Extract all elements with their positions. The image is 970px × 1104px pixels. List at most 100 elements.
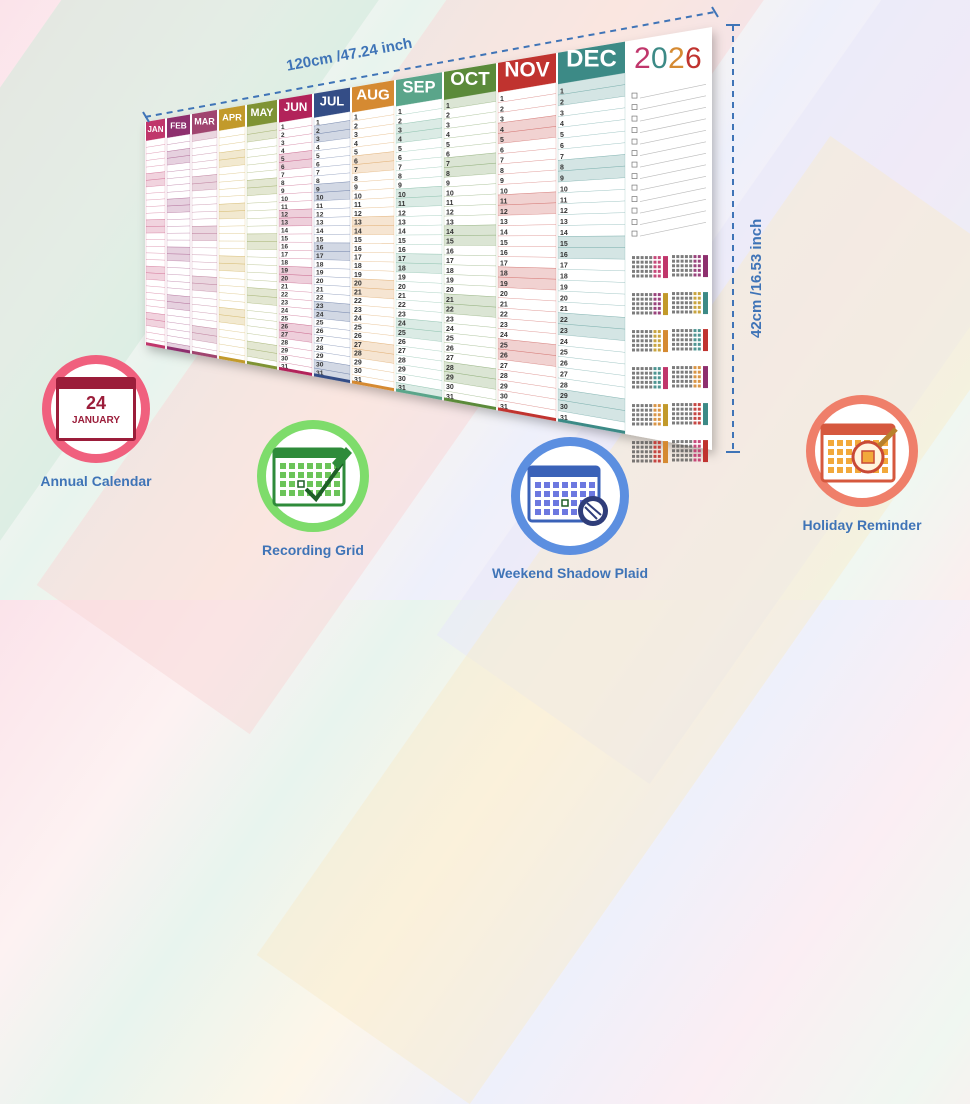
day-number: 18 <box>560 274 568 281</box>
day-number: 20 <box>500 291 508 298</box>
checkbox <box>631 173 638 179</box>
feature-ring: 24 JANUARY <box>42 355 150 463</box>
day-row <box>557 154 626 172</box>
checkbox <box>631 161 638 168</box>
day-number: 8 <box>446 171 450 178</box>
year-digit: 2 <box>668 42 685 75</box>
day-number: 16 <box>446 248 454 255</box>
day-row <box>145 232 166 241</box>
day-row <box>145 212 166 221</box>
feature-annual-calendar: 24 JANUARY Annual Calendar <box>26 355 166 489</box>
day-row <box>497 266 557 280</box>
day-number: 22 <box>281 292 289 299</box>
day-number: 4 <box>354 141 358 148</box>
day-row <box>278 208 313 219</box>
day-number: 8 <box>281 180 285 187</box>
day-number: 14 <box>354 228 362 235</box>
day-number: 30 <box>446 384 454 391</box>
month-label: MAY <box>250 107 274 119</box>
day-number: 19 <box>281 268 289 275</box>
day-row <box>246 340 278 354</box>
day-number: 19 <box>398 275 406 282</box>
day-number: 15 <box>398 238 406 245</box>
day-row <box>166 204 191 214</box>
day-number: 23 <box>446 316 454 323</box>
day-row <box>145 164 166 175</box>
day-row <box>395 244 443 255</box>
day-number: 19 <box>446 278 454 285</box>
day-number: 10 <box>500 188 508 195</box>
year-digit: 2 <box>634 42 651 75</box>
day-number: 26 <box>281 323 289 330</box>
day-row <box>246 287 278 298</box>
day-row <box>191 254 218 263</box>
day-row <box>313 181 351 194</box>
day-row <box>166 218 191 227</box>
day-number: 28 <box>281 339 289 346</box>
checkbox <box>631 104 638 110</box>
day-number: 13 <box>446 219 454 226</box>
day-number: 24 <box>281 307 289 314</box>
day-number: 5 <box>560 132 564 139</box>
day-number: 16 <box>316 245 324 252</box>
day-number: 11 <box>500 199 508 206</box>
day-row <box>557 377 626 400</box>
day-row <box>145 171 166 181</box>
day-number: 7 <box>281 172 285 179</box>
day-row <box>395 117 443 135</box>
day-row <box>166 239 191 248</box>
day-number: 30 <box>281 355 289 362</box>
day-number: 19 <box>560 284 568 291</box>
day-row <box>191 275 218 286</box>
day-number: 2 <box>354 123 358 130</box>
day-number: 28 <box>560 382 568 389</box>
day-row <box>191 247 218 256</box>
checkbox <box>631 92 638 99</box>
day-number: 2 <box>316 128 320 135</box>
day-number: 27 <box>316 336 324 343</box>
height-dimension-label: 42cm /16.53 inch <box>748 218 765 338</box>
day-number: 26 <box>446 345 454 352</box>
day-number: 15 <box>281 236 289 243</box>
day-number: 3 <box>500 117 504 124</box>
day-row <box>191 210 218 220</box>
month-footer <box>314 373 350 383</box>
day-number: 31 <box>560 415 568 422</box>
checkbox <box>631 196 638 202</box>
day-number: 13 <box>281 220 289 227</box>
day-row <box>145 225 166 234</box>
day-number: 18 <box>316 261 324 268</box>
day-number: 3 <box>560 110 564 117</box>
day-number: 22 <box>398 302 406 309</box>
day-row <box>218 141 246 154</box>
day-number: 30 <box>398 376 406 383</box>
checkbox <box>631 127 638 133</box>
day-number: 26 <box>560 361 568 368</box>
day-number: 4 <box>560 121 564 128</box>
day-number: 16 <box>281 244 289 251</box>
day-number: 20 <box>316 278 324 285</box>
day-number: 7 <box>398 164 402 171</box>
day-number: 13 <box>316 220 324 227</box>
day-row <box>313 172 351 185</box>
day-number: 2 <box>560 99 564 106</box>
day-number: 18 <box>354 263 362 270</box>
day-number: 2 <box>398 118 402 125</box>
day-row <box>557 72 626 96</box>
day-row <box>166 287 191 298</box>
day-row <box>246 333 278 346</box>
day-number: 3 <box>281 140 285 147</box>
day-number: 6 <box>354 158 358 165</box>
day-number: 3 <box>446 122 450 129</box>
day-number: 19 <box>354 272 362 279</box>
day-number: 11 <box>316 203 323 210</box>
day-row <box>557 212 626 226</box>
day-row <box>218 202 246 212</box>
day-number: 11 <box>446 200 454 207</box>
day-number: 30 <box>560 404 568 411</box>
feature-holiday-reminder: Holiday Reminder <box>792 395 932 533</box>
day-number: 14 <box>316 228 324 235</box>
day-number: 23 <box>398 311 406 318</box>
day-number: 9 <box>281 188 285 195</box>
day-number: 14 <box>281 228 289 235</box>
